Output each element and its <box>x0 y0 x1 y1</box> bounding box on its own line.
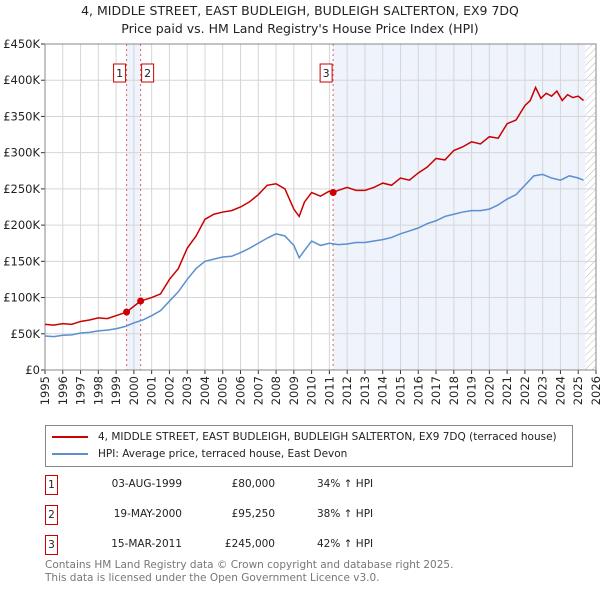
x-tick-label: 1998 <box>91 376 105 405</box>
plot-area: 1995 1996 1997 1998 1999 2000 2001 2002 2003 2004… <box>3 37 600 405</box>
x-tick-label: 2002 <box>162 376 176 405</box>
sale-marker-box <box>319 63 333 83</box>
chart-subtitle: Price paid vs. HM Land Registry's House … <box>121 21 479 36</box>
shaded-region <box>333 44 586 370</box>
x-tick-label: 2021 <box>500 376 514 405</box>
x-tick-label: 2026 <box>589 376 600 405</box>
sale-point <box>137 297 145 305</box>
x-tick-label: 2024 <box>553 376 567 405</box>
footer: Contains HM Land Registry data © Crown c… <box>45 559 453 584</box>
legend-item-hpi: HPI: Average price, terraced house, East… <box>52 448 347 460</box>
sale-row: 1 03-AUG-1999 £80,000 34% ↑ HPI <box>45 475 445 495</box>
x-tick-label: 2004 <box>198 376 212 405</box>
x-tick-label: 2022 <box>518 376 532 405</box>
sale-point <box>123 308 131 316</box>
x-tick-label: 2007 <box>251 376 265 405</box>
y-tick-label: £200K <box>3 218 40 232</box>
y-tick-label: £100K <box>3 291 40 305</box>
sale-date: 19-MAY-2000 <box>113 508 182 520</box>
footer-line: Contains HM Land Registry data © Crown c… <box>45 559 454 571</box>
x-tick-label: 2003 <box>180 376 194 405</box>
y-tick-label: £50K <box>11 327 41 341</box>
legend-label: 4, MIDDLE STREET, EAST BUDLEIGH, BUDLEIG… <box>98 431 557 443</box>
sale-hpi: 42% ↑ HPI <box>317 538 374 550</box>
x-tick-label: 2000 <box>127 376 141 405</box>
x-tick-label: 2013 <box>358 376 372 405</box>
y-tick-label: £250K <box>3 182 40 196</box>
x-tick-label: 2005 <box>216 376 230 405</box>
x-tick-label: 2006 <box>234 376 248 405</box>
sale-marker-label: 3 <box>45 535 58 555</box>
footer-line: This data is licensed under the Open Gov… <box>45 571 380 584</box>
x-tick-label: 2012 <box>340 376 354 405</box>
sale-marker-box <box>141 63 155 83</box>
sale-row: 3 15-MAR-2011 £245,000 42% ↑ HPI <box>45 535 445 555</box>
forecast-hatch <box>585 44 596 370</box>
sale-point <box>329 189 337 197</box>
x-tick-label: 2010 <box>305 376 319 405</box>
y-tick-label: £450K <box>3 37 40 51</box>
sale-price: £95,250 <box>231 508 275 520</box>
x-tick-label: 2023 <box>536 376 550 405</box>
x-tick-label: 2025 <box>571 376 585 405</box>
legend-swatch-blue <box>52 453 88 455</box>
sale-hpi: 34% ↑ HPI <box>317 478 374 490</box>
sale-price: £245,000 <box>224 538 275 550</box>
x-tick-label: 1995 <box>38 376 52 405</box>
sale-marker-label: 1 <box>45 475 58 495</box>
sale-marker-label: 2 <box>144 67 151 80</box>
x-tick-label: 2001 <box>145 376 159 405</box>
chart-title: 4, MIDDLE STREET, EAST BUDLEIGH, BUDLEIG… <box>81 3 519 18</box>
x-tick-label: 2011 <box>322 376 336 405</box>
legend-label: HPI: Average price, terraced house, East… <box>98 448 348 460</box>
sale-marker-label: 3 <box>323 67 330 80</box>
x-tick-label: 2008 <box>269 376 283 405</box>
x-tick-label: 2009 <box>287 376 301 405</box>
sale-date: 15-MAR-2011 <box>111 538 182 550</box>
x-tick-label: 2016 <box>411 376 425 405</box>
sale-price: £80,000 <box>231 478 275 490</box>
legend: 4, MIDDLE STREET, EAST BUDLEIGH, BUDLEIG… <box>45 425 573 467</box>
x-tick-label: 2018 <box>447 376 461 405</box>
x-tick-label: 2019 <box>465 376 479 405</box>
legend-item-property: 4, MIDDLE STREET, EAST BUDLEIGH, BUDLEIG… <box>52 431 557 443</box>
sale-marker-box <box>113 63 127 83</box>
x-tick-label: 2020 <box>482 376 496 405</box>
y-tick-label: £150K <box>3 254 40 268</box>
x-tick-label: 2015 <box>393 376 407 405</box>
x-tick-label: 1999 <box>109 376 123 405</box>
sale-date: 03-AUG-1999 <box>111 478 182 490</box>
legend-swatch-red <box>52 436 88 438</box>
y-tick-label: £350K <box>3 109 40 123</box>
x-tick-label: 2017 <box>429 376 443 405</box>
x-tick-label: 1997 <box>74 376 88 405</box>
x-tick-label: 1996 <box>56 376 70 405</box>
y-tick-label: £400K <box>3 73 40 87</box>
sale-marker-label: 2 <box>45 505 58 525</box>
hpi-line <box>44 173 584 338</box>
sale-hpi: 38% ↑ HPI <box>317 508 374 520</box>
sale-row: 2 19-MAY-2000 £95,250 38% ↑ HPI <box>45 505 445 525</box>
plot-frame <box>44 43 597 371</box>
y-tick-label: £0 <box>25 363 40 377</box>
y-tick-label: £300K <box>3 146 40 160</box>
sale-marker-label: 1 <box>116 67 123 80</box>
x-tick-label: 2014 <box>376 376 390 405</box>
